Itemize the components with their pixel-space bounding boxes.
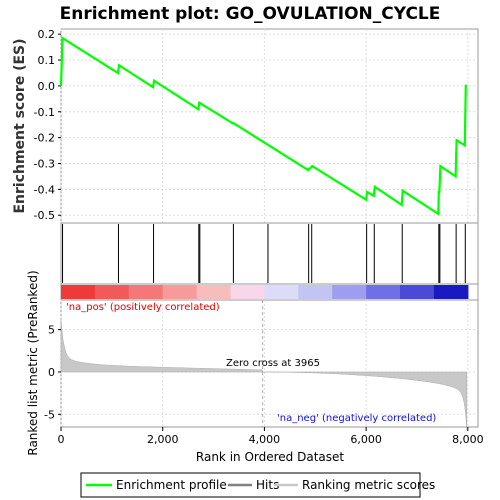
chart-title: Enrichment plot: GO_OVULATION_CYCLE (60, 4, 441, 24)
x-tick-label: 0 (58, 433, 65, 446)
metric-panel: 5 0 -5 'na_pos' (positively correlated) Ze… (44, 299, 479, 431)
heatmap-segment (94, 285, 130, 299)
metric-y-ticks: 5 0 -5 (44, 324, 61, 421)
metric-tick-label: 5 (48, 324, 55, 337)
heatmap-segment (298, 285, 333, 299)
x-tick-label: 8,000 (452, 433, 484, 446)
heatmap-segment (366, 285, 401, 299)
legend-enrichment-profile: Enrichment profile (116, 478, 227, 492)
es-tick-label: -0.1 (34, 106, 55, 119)
hits-panel (60, 222, 479, 285)
es-tick-label: -0.3 (34, 158, 55, 171)
positive-correlation-label: 'na_pos' (positively correlated) (66, 302, 220, 313)
hit-marks (62, 224, 466, 283)
heatmap-segment (433, 285, 469, 299)
legend-hits: Hits (256, 478, 279, 492)
metric-plot-frame (60, 299, 479, 428)
ranking-heatmap-bar (61, 285, 469, 299)
heatmap-segment (332, 285, 367, 299)
heatmap-segment (128, 285, 164, 299)
heatmap-segment (196, 285, 232, 299)
x-tick-label: 4,000 (249, 433, 281, 446)
es-tick-label: 0.1 (38, 54, 56, 67)
zero-cross-label: Zero cross at 3965 (226, 358, 320, 369)
legend: Enrichment profile Hits Ranking metric s… (80, 472, 435, 498)
metric-y-axis-label: Ranked list metric (PreRanked) (26, 270, 40, 455)
legend-ranking-metric-scores: Ranking metric scores (302, 478, 435, 492)
es-tick-label: 0.2 (38, 28, 56, 41)
hits-frame (60, 222, 479, 285)
enrichment-profile-line (59, 36, 467, 216)
es-panel: 0.2 0.1 0.0 -0.1 -0.2 -0.3 -0.4 -0.5 (34, 28, 479, 224)
x-axis-ticks: 0 2,000 4,000 6,000 8,000 (58, 427, 484, 446)
heatmap-segment (264, 285, 299, 299)
x-tick-label: 6,000 (350, 433, 382, 446)
ranking-metric-area (60, 318, 468, 431)
es-tick-label: -0.2 (34, 132, 55, 145)
es-y-axis-label: Enrichment score (ES) (12, 38, 28, 213)
es-tick-label: -0.4 (34, 183, 55, 196)
es-tick-label: 0.0 (38, 80, 56, 93)
negative-correlation-label: 'na_neg' (negatively correlated) (277, 413, 436, 424)
metric-tick-label: -5 (44, 408, 55, 421)
es-tick-label: -0.5 (34, 209, 55, 222)
heatmap-segment (230, 285, 266, 299)
heatmap-panel (60, 283, 479, 301)
es-y-ticks: 0.2 0.1 0.0 -0.1 -0.2 -0.3 -0.4 -0.5 (34, 28, 61, 222)
heatmap-segment (400, 285, 435, 299)
metric-tick-label: 0 (48, 366, 55, 379)
x-tick-label: 2,000 (147, 433, 179, 446)
heatmap-segment (162, 285, 198, 299)
heatmap-segment (61, 285, 96, 299)
x-axis-label: Rank in Ordered Dataset (196, 450, 344, 464)
es-plot-frame (60, 28, 479, 224)
